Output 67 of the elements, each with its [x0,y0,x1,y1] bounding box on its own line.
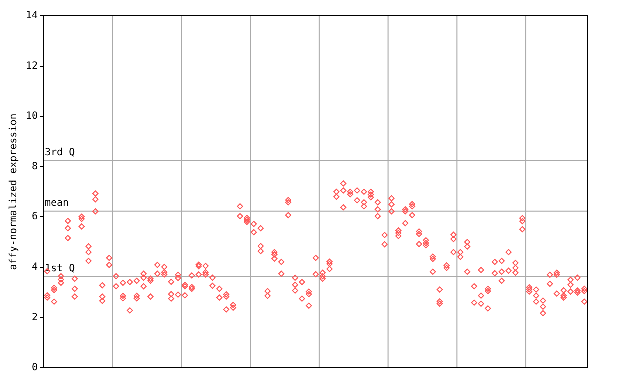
point [512,270,519,276]
point [498,278,506,284]
y-tick-label: 6 [32,212,38,223]
y-tick-label: 0 [32,362,38,374]
point [188,286,196,292]
point [436,300,444,307]
point [134,296,140,302]
point [92,208,99,215]
point [568,288,574,295]
y-tick-label: 2 [32,312,38,324]
point [320,276,326,282]
point [430,268,436,276]
point [340,204,347,211]
point [450,249,457,256]
point [540,310,546,317]
point [554,290,560,297]
point [478,300,484,307]
point [560,294,567,301]
point [423,242,430,249]
point [374,213,382,220]
ref-line-label: mean [45,198,70,209]
y-tick-label: 12 [26,60,38,72]
point [361,203,368,210]
point [258,248,264,254]
point [223,306,230,313]
point [306,302,312,309]
point [140,283,147,290]
point [148,294,154,300]
point [202,272,209,278]
point [533,298,540,305]
point [581,298,588,305]
point [409,212,416,218]
point [416,241,422,248]
point [51,298,58,305]
ref-line-label: 3rd Q [45,147,76,158]
point [99,298,106,304]
point [388,208,395,215]
point [526,288,533,295]
point [292,288,298,294]
y-tick-label: 4 [32,262,38,274]
point [396,233,402,240]
point [161,272,168,278]
point [58,280,64,286]
y-tick-label: 10 [26,111,38,122]
point [175,292,182,298]
y-tick-label: 14 [26,10,38,22]
point [182,292,188,299]
point [485,306,492,312]
point [72,294,78,300]
point [519,226,526,233]
point [196,272,202,278]
point [78,224,85,230]
point [244,219,250,226]
ref-line-label: 1st Q [45,263,76,274]
point [168,296,174,302]
point [326,266,333,272]
point [285,212,292,218]
point [120,296,126,302]
point [272,256,278,262]
point [368,194,374,201]
y-axis-title: affy-normalized expression [8,114,20,270]
point [86,258,92,264]
point [464,268,471,276]
point [402,220,409,227]
point [574,290,581,296]
y-tick-label: 8 [32,161,38,172]
point [65,235,72,242]
